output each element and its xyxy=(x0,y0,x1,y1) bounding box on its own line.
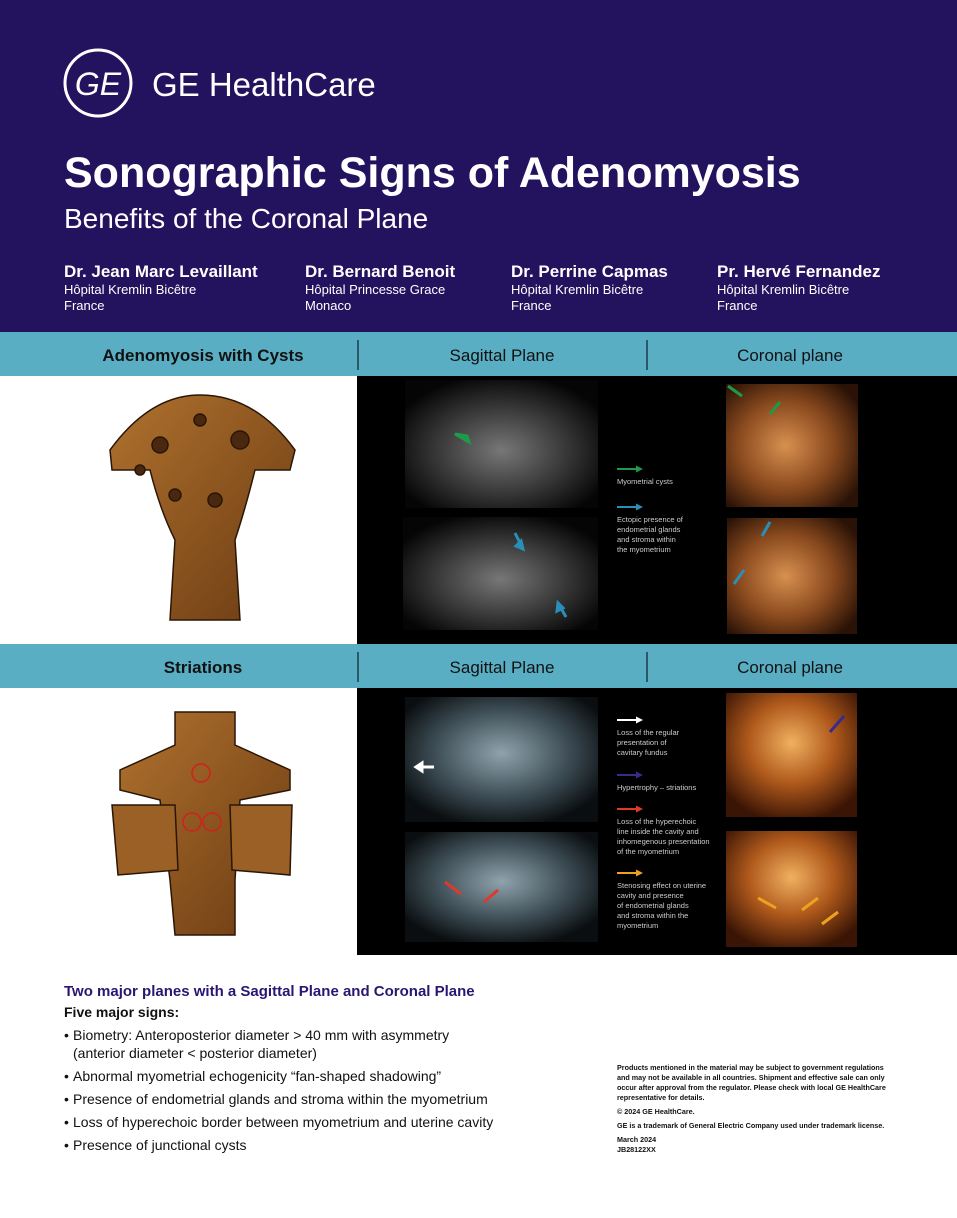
legend-arrowhead xyxy=(636,465,643,473)
legend-text: cavitary fundus xyxy=(617,748,668,757)
header-bg xyxy=(0,0,957,332)
bullet: • xyxy=(64,1027,69,1043)
legend-text: and stroma within the xyxy=(617,911,688,920)
section-header: Striations xyxy=(164,658,242,677)
legend-arrowhead xyxy=(636,716,643,724)
bullet: • xyxy=(64,1137,69,1153)
author-affiliation: Hôpital Princesse Grace xyxy=(305,282,445,297)
summary: Two major planes with a Sagittal Plane a… xyxy=(64,983,493,1153)
section-header: Coronal plane xyxy=(737,346,843,365)
disclaimer: occur after approval from the regulator.… xyxy=(617,1083,886,1092)
footer-code: JB28122XX xyxy=(617,1145,656,1154)
legend-text: endometrial glands xyxy=(617,525,681,534)
footer-copyright: © 2024 GE HealthCare. xyxy=(617,1107,695,1116)
author-country: Monaco xyxy=(305,298,351,313)
title: Sonographic Signs of Adenomyosis xyxy=(64,149,801,197)
section-band xyxy=(0,644,957,688)
sign-text: Presence of junctional cysts xyxy=(73,1137,247,1153)
footer-trademark: GE is a trademark of General Electric Co… xyxy=(617,1121,884,1130)
sign-text: Abnormal myometrial echogenicity “fan-sh… xyxy=(73,1068,441,1084)
sign-text: Biometry: Anteroposterior diameter > 40 … xyxy=(73,1027,449,1043)
coronal-image xyxy=(726,831,857,947)
legend-text: the myometrium xyxy=(617,545,671,554)
legend-text: Stenosing effect on uterine xyxy=(617,881,706,890)
bullet: • xyxy=(64,1091,69,1107)
logo: GE xyxy=(75,66,122,102)
footer: Products mentioned in the material may b… xyxy=(617,1063,886,1154)
section-header: Sagittal Plane xyxy=(450,658,555,677)
sign-text: (anterior diameter < posterior diameter) xyxy=(73,1045,317,1061)
summary-subheading: Five major signs: xyxy=(64,1004,179,1020)
author-name: Dr. Jean Marc Levaillant xyxy=(64,262,258,281)
image-arrows xyxy=(413,384,846,926)
legend-arrowhead xyxy=(636,869,643,877)
legend-arrowhead xyxy=(636,771,643,779)
sections: Adenomyosis with Cysts Sagittal Plane Coro… xyxy=(102,346,843,930)
legend-text: myometrium xyxy=(617,921,658,930)
coronal-image xyxy=(727,518,857,634)
coronal-image xyxy=(726,693,857,817)
author-country: France xyxy=(717,298,757,313)
section-header: Adenomyosis with Cysts xyxy=(102,346,303,365)
author-name: Dr. Perrine Capmas xyxy=(511,262,668,281)
legend-text: Hypertrophy – striations xyxy=(617,783,696,792)
legend-text: inhomegenous presentation xyxy=(617,837,710,846)
legend-text: of endometrial glands xyxy=(617,901,689,910)
coronal-image xyxy=(726,384,858,507)
disclaimer: and may not be available in all countrie… xyxy=(617,1073,885,1082)
legend-text: Myometrial cysts xyxy=(617,477,673,486)
legend-text: Ectopic presence of xyxy=(617,515,684,524)
section-band xyxy=(0,332,957,376)
anatomy-drawing xyxy=(109,394,296,936)
legend-text: cavity and presence xyxy=(617,891,684,900)
legend-text: presentation of xyxy=(617,738,668,747)
author-affiliation: Hôpital Kremlin Bicêtre xyxy=(64,282,196,297)
ultrasound-image xyxy=(405,697,598,822)
footer-date: March 2024 xyxy=(617,1135,656,1144)
disclaimer: representative for details. xyxy=(617,1093,704,1102)
legend-arrowhead xyxy=(636,503,643,511)
bullet: • xyxy=(64,1114,69,1130)
author-name: Dr. Bernard Benoit xyxy=(305,262,456,281)
ultrasound-image xyxy=(405,380,598,508)
sign-text: Presence of endometrial glands and strom… xyxy=(73,1091,488,1107)
section-header: Sagittal Plane xyxy=(450,346,555,365)
ultrasound-image xyxy=(403,517,598,630)
author-affiliation: Hôpital Kremlin Bicêtre xyxy=(511,282,643,297)
brand: GE HealthCare xyxy=(152,66,376,103)
legend-text: of the myometrium xyxy=(617,847,679,856)
logo-ring xyxy=(63,48,133,118)
legend-text: and stroma within xyxy=(617,535,676,544)
author-name: Pr. Hervé Fernandez xyxy=(717,262,880,281)
sign-text: Loss of hyperechoic border between myome… xyxy=(73,1114,493,1130)
disclaimer: Products mentioned in the material may b… xyxy=(617,1063,884,1072)
author-affiliation: Hôpital Kremlin Bicêtre xyxy=(717,282,849,297)
legend-arrowhead xyxy=(636,805,643,813)
bullet: • xyxy=(64,1068,69,1084)
legend-text: Loss of the regular xyxy=(617,728,680,737)
author-country: France xyxy=(511,298,551,313)
legend-text: Loss of the hyperechoic xyxy=(617,817,696,826)
subtitle: Benefits of the Coronal Plane xyxy=(64,203,428,234)
ultrasound-image xyxy=(405,832,598,942)
summary-heading: Two major planes with a Sagittal Plane a… xyxy=(64,983,475,1000)
author-country: France xyxy=(64,298,104,313)
section-header: Coronal plane xyxy=(737,658,843,677)
legend-text: line inside the cavity and xyxy=(617,827,699,836)
